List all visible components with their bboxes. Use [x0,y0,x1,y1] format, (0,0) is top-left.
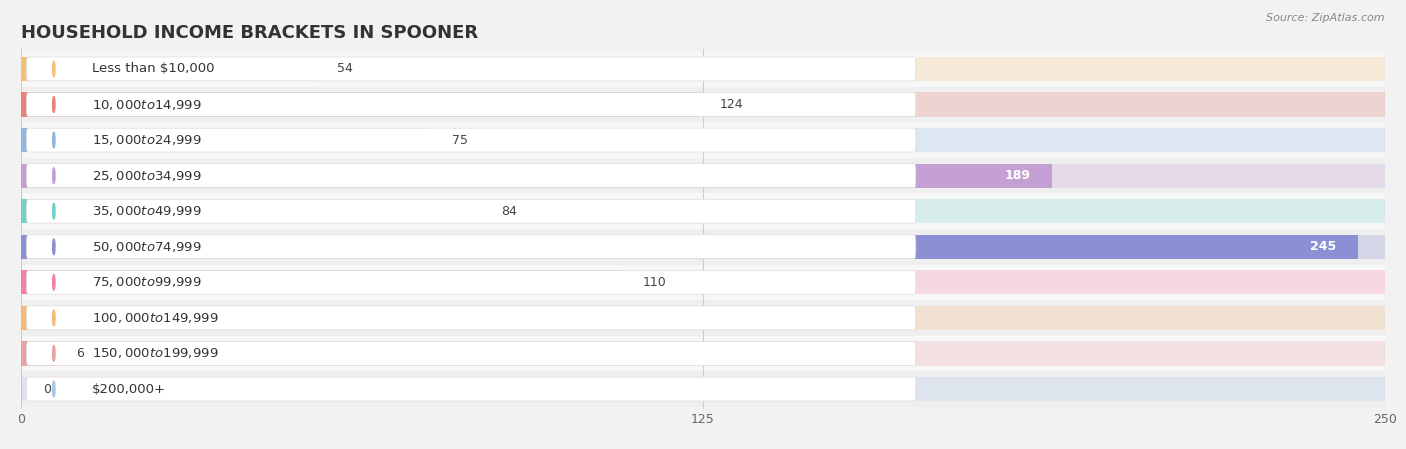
Bar [21,51,1385,87]
Bar [21,300,1385,336]
FancyBboxPatch shape [27,164,915,188]
Bar [21,336,1385,371]
Circle shape [52,274,55,290]
Circle shape [52,381,55,397]
Circle shape [52,203,55,219]
Bar [21,163,1052,188]
Text: 84: 84 [501,205,517,218]
Text: 124: 124 [720,98,742,111]
Bar [21,264,1385,300]
Circle shape [52,346,55,361]
Text: 189: 189 [1004,169,1031,182]
Text: 54: 54 [337,62,353,75]
Bar [21,377,1385,401]
Circle shape [52,168,55,184]
Text: 75: 75 [453,134,468,146]
Text: $75,000 to $99,999: $75,000 to $99,999 [91,275,201,289]
Bar [21,128,430,152]
FancyBboxPatch shape [27,57,915,81]
Bar [21,235,1358,259]
Bar [21,199,479,223]
Text: 6: 6 [76,347,83,360]
FancyBboxPatch shape [27,342,915,365]
Text: 110: 110 [643,276,666,289]
FancyBboxPatch shape [27,377,915,401]
Bar [21,270,621,295]
Text: 245: 245 [1309,240,1336,253]
Circle shape [52,97,55,112]
Text: $10,000 to $14,999: $10,000 to $14,999 [91,97,201,111]
Bar [21,57,316,81]
Bar [21,158,1385,194]
Circle shape [52,239,55,255]
Text: 154: 154 [813,312,839,324]
Text: HOUSEHOLD INCOME BRACKETS IN SPOONER: HOUSEHOLD INCOME BRACKETS IN SPOONER [21,24,478,42]
Circle shape [52,132,55,148]
Bar [21,270,1385,295]
Text: $150,000 to $199,999: $150,000 to $199,999 [91,347,218,361]
FancyBboxPatch shape [27,128,915,152]
FancyBboxPatch shape [27,270,915,294]
FancyBboxPatch shape [27,235,915,259]
Text: $100,000 to $149,999: $100,000 to $149,999 [91,311,218,325]
Bar [21,306,862,330]
Bar [21,371,1385,407]
Bar [21,341,1385,365]
Text: $15,000 to $24,999: $15,000 to $24,999 [91,133,201,147]
Text: 0: 0 [44,383,51,396]
Bar [21,163,1385,188]
Bar [21,229,1385,264]
Text: Less than $10,000: Less than $10,000 [91,62,215,75]
Bar [21,341,53,365]
Text: $35,000 to $49,999: $35,000 to $49,999 [91,204,201,218]
Text: $200,000+: $200,000+ [91,383,166,396]
FancyBboxPatch shape [27,199,915,223]
Bar [21,57,1385,81]
Circle shape [52,61,55,77]
Bar [21,122,1385,158]
Text: $25,000 to $34,999: $25,000 to $34,999 [91,169,201,183]
Bar [21,306,1385,330]
FancyBboxPatch shape [27,306,915,330]
Text: $50,000 to $74,999: $50,000 to $74,999 [91,240,201,254]
Bar [21,92,1385,117]
Bar [21,92,697,117]
Bar [21,87,1385,122]
Bar [21,199,1385,223]
Bar [21,194,1385,229]
FancyBboxPatch shape [27,92,915,116]
Circle shape [52,310,55,326]
Bar [21,235,1385,259]
Bar [21,128,1385,152]
Text: Source: ZipAtlas.com: Source: ZipAtlas.com [1267,13,1385,23]
